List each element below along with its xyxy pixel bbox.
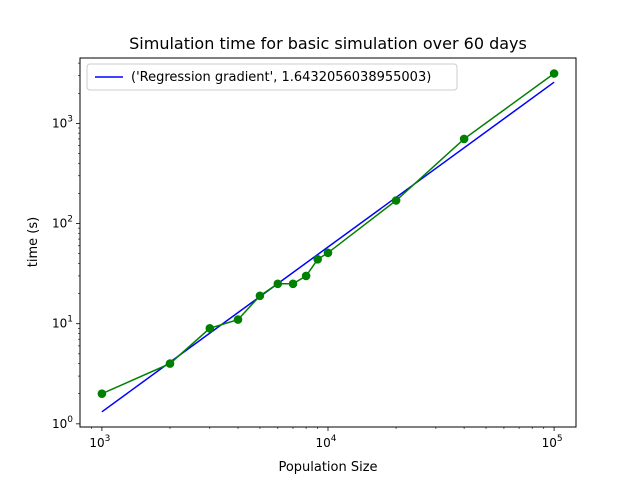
data-point [273, 279, 283, 289]
y-tick-label: 103 [52, 114, 73, 130]
legend-label-regression: ('Regression gradient', 1.64320560389550… [131, 70, 431, 85]
data-point [233, 315, 243, 324]
x-tick-label: 103 [89, 434, 110, 450]
chart-title: Simulation time for basic simulation ove… [129, 34, 527, 53]
data-point [459, 134, 469, 144]
y-tick-label: 102 [52, 215, 73, 231]
legend-box [86, 63, 458, 91]
data-point [313, 254, 323, 264]
x-tick-label: 104 [315, 434, 336, 450]
plot-area [97, 69, 559, 413]
series-line-measured [101, 72, 555, 395]
data-point [323, 248, 333, 258]
data-point [255, 291, 265, 301]
y-tick-label: 100 [52, 415, 73, 431]
x-tick-label: 105 [542, 434, 563, 450]
data-point [391, 196, 401, 205]
y-axis-label: time (s) [26, 217, 41, 267]
data-point [288, 279, 298, 289]
plot-frame [79, 57, 577, 428]
data-point [549, 69, 559, 78]
data-point [205, 324, 215, 333]
y-tick-label: 101 [52, 315, 73, 331]
x-axis-label: Population Size [278, 460, 377, 475]
legend: ('Regression gradient', 1.64320560389550… [86, 63, 458, 91]
data-point [165, 359, 175, 368]
data-point [97, 389, 107, 399]
data-point [301, 271, 311, 281]
axis-ticks: 103 104 105 100 101 102 103 [52, 62, 563, 450]
